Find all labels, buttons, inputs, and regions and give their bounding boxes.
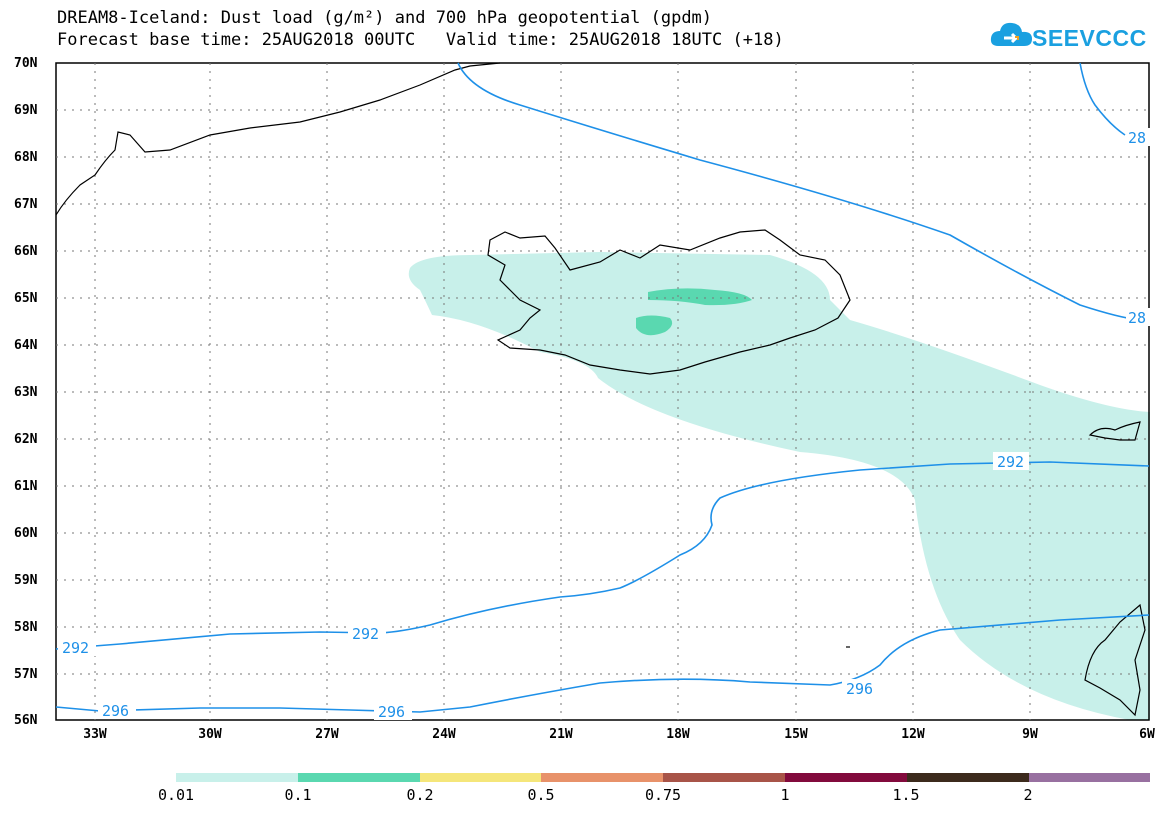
legend-label: 0.1 <box>284 786 312 804</box>
lat-lon-grid <box>56 63 1149 720</box>
legend-label: 0.2 <box>406 786 434 804</box>
legend-colorbar <box>176 773 1151 782</box>
lon-label: 12W <box>901 727 925 742</box>
lat-label: 63N <box>14 385 38 400</box>
legend-color-swatch <box>663 773 785 782</box>
lat-label: 58N <box>14 620 38 635</box>
lat-label: 60N <box>14 526 38 541</box>
lat-label: 66N <box>14 244 38 259</box>
map-subtitle-times: Forecast base time: 25AUG2018 00UTC Vali… <box>57 30 784 50</box>
lat-label: 59N <box>14 573 38 588</box>
lat-label: 69N <box>14 103 38 118</box>
cloud-logo-icon <box>990 22 1032 46</box>
contour-292-north <box>55 461 1150 650</box>
legend-label: 1 <box>780 786 790 804</box>
logo-text: SEEVCCC <box>1032 25 1147 51</box>
contour-296-south <box>55 614 1150 713</box>
contour-label: 28 <box>1128 309 1146 327</box>
contour-28-north <box>457 62 1141 321</box>
lon-label: 30W <box>198 727 222 742</box>
legend-color-swatch <box>784 773 907 782</box>
lon-label: 33W <box>83 727 107 742</box>
contour-label: 296 <box>378 703 405 721</box>
lon-label: 18W <box>666 727 690 742</box>
contour-label: 292 <box>62 639 89 657</box>
map-title: DREAM8-Iceland: Dust load (g/m²) and 700… <box>57 8 713 28</box>
legend-label: 0.5 <box>527 786 555 804</box>
dust-area-medium-north <box>648 288 752 306</box>
lat-label: 67N <box>14 197 38 212</box>
contour-label: 292 <box>352 625 379 643</box>
lon-label: 15W <box>784 727 808 742</box>
seevccc-logo: SEEVCCC <box>990 18 1150 60</box>
lat-label: 62N <box>14 432 38 447</box>
lon-label: 27W <box>315 727 339 742</box>
contour-label: 28 <box>1128 129 1146 147</box>
contour-label: 296 <box>102 702 129 720</box>
faroe-coast <box>1088 421 1141 441</box>
legend-color-swatch <box>297 773 420 782</box>
lon-label: 6W <box>1139 727 1155 742</box>
lat-label: 56N <box>14 713 38 728</box>
greenland-coast <box>55 62 501 216</box>
dust-area-medium-south <box>636 315 673 336</box>
dust-area-light <box>408 252 1150 720</box>
legend-color-swatch <box>1028 773 1151 782</box>
contour-28-corner <box>1079 62 1126 136</box>
lon-label: 21W <box>549 727 573 742</box>
legend-color-swatch <box>419 773 542 782</box>
legend-color-swatch <box>541 773 664 782</box>
legend-label: 0.01 <box>157 786 195 804</box>
lat-label: 64N <box>14 338 38 353</box>
lat-label: 68N <box>14 150 38 165</box>
geopotential-contours <box>55 62 1150 713</box>
lat-label: 70N <box>14 56 38 71</box>
scotland-coast <box>1084 603 1146 717</box>
legend-label: 2 <box>1023 786 1033 804</box>
lon-label: 24W <box>432 727 456 742</box>
legend-label: 0.75 <box>644 786 682 804</box>
legend-color-swatch <box>906 773 1029 782</box>
lat-label: 57N <box>14 667 38 682</box>
legend-label: 1.5 <box>892 786 920 804</box>
lon-label: 9W <box>1022 727 1038 742</box>
iceland-coast <box>487 229 851 375</box>
legend-color-swatch <box>176 773 298 782</box>
coastlines <box>55 62 1146 717</box>
contour-label: 296 <box>846 680 873 698</box>
lat-label: 61N <box>14 479 38 494</box>
contour-label: 292 <box>997 453 1024 471</box>
lat-label: 65N <box>14 291 38 306</box>
